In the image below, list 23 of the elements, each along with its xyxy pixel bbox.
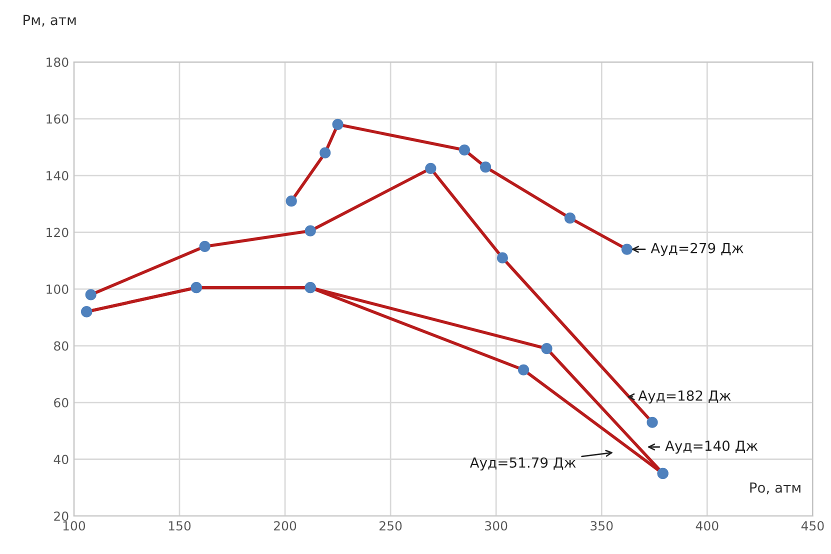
x-tick-label: 450 bbox=[801, 521, 824, 531]
annotation: Ауд=279 Дж bbox=[650, 242, 744, 256]
annotation: Ауд=182 Дж bbox=[638, 390, 731, 404]
y-tick-label: 100 bbox=[46, 284, 68, 294]
x-tick-label: 350 bbox=[590, 521, 613, 531]
y-tick-label: 20 bbox=[54, 511, 68, 521]
x-tick-label: 400 bbox=[696, 521, 718, 531]
x-tick-label: 100 bbox=[63, 521, 86, 531]
x-tick-label: 150 bbox=[168, 521, 191, 531]
annotation: Ауд=51.79 Дж bbox=[470, 457, 576, 471]
x-tick-label: 200 bbox=[274, 521, 296, 531]
y-tick-label: 140 bbox=[46, 171, 68, 180]
y-tick-label: 160 bbox=[46, 114, 68, 124]
x-tick-label: 300 bbox=[485, 521, 508, 531]
x-axis-title: Ро, атм bbox=[750, 482, 800, 494]
y-tick-label: 60 bbox=[54, 398, 68, 408]
x-tick-label: 250 bbox=[380, 521, 402, 531]
y-tick-label: 120 bbox=[46, 228, 68, 238]
y-tick-label: 80 bbox=[54, 341, 68, 351]
y-tick-label: 180 bbox=[46, 58, 68, 67]
annotation: Ауд=140 Дж bbox=[665, 440, 758, 454]
y-axis-title: Рм, атм bbox=[24, 14, 76, 27]
y-tick-label: 40 bbox=[54, 454, 68, 464]
